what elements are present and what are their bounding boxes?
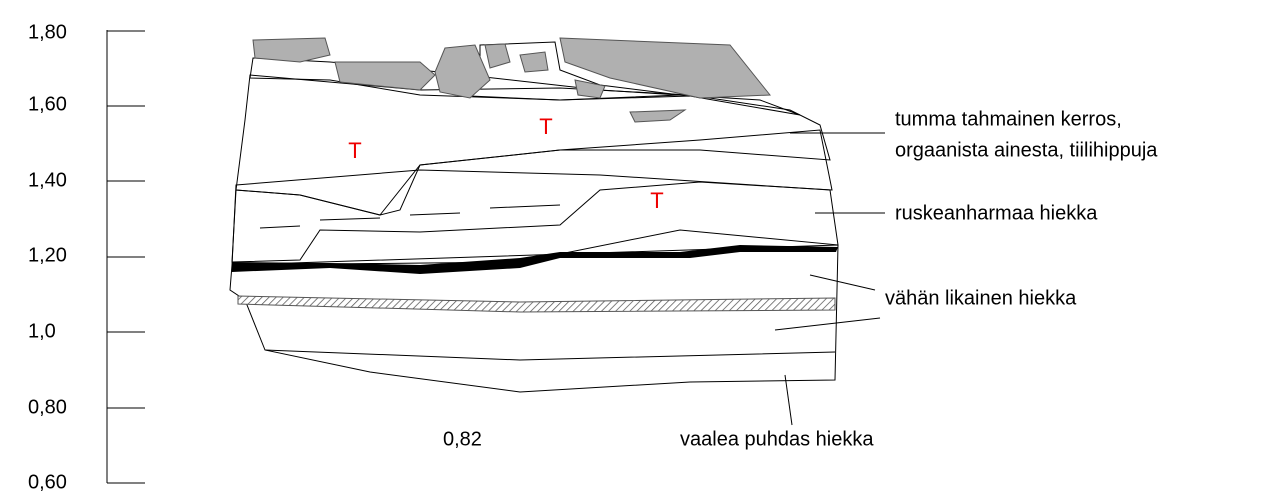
marker: T [539, 114, 552, 139]
scale-label: 1,60 [28, 93, 67, 115]
layer-label: ruskeanharmaa hiekka [895, 202, 1098, 224]
scale-label: 1,40 [28, 169, 67, 191]
layer-label: vaalea puhdas hiekka [680, 428, 874, 450]
scale-label: 1,80 [28, 21, 67, 43]
layer-label: orgaanista ainesta, tiilihippuja [895, 139, 1158, 161]
leaders [774, 132, 885, 426]
scale-label: 0,80 [28, 396, 67, 418]
layer-label: vähän likainen hiekka [885, 287, 1077, 309]
scale-label: 1,20 [28, 244, 67, 266]
width-label: 0,82 [443, 428, 482, 450]
scale: 1,80 1,60 1,40 1,20 1,0 0,80 0,60 [28, 21, 145, 493]
profile [229, 37, 839, 393]
marker: T [348, 138, 361, 163]
scale-label: 0,60 [28, 471, 67, 493]
layer-label: tumma tahmainen kerros, [895, 108, 1122, 130]
marker: T [650, 188, 663, 213]
scale-label: 1,0 [28, 320, 56, 342]
